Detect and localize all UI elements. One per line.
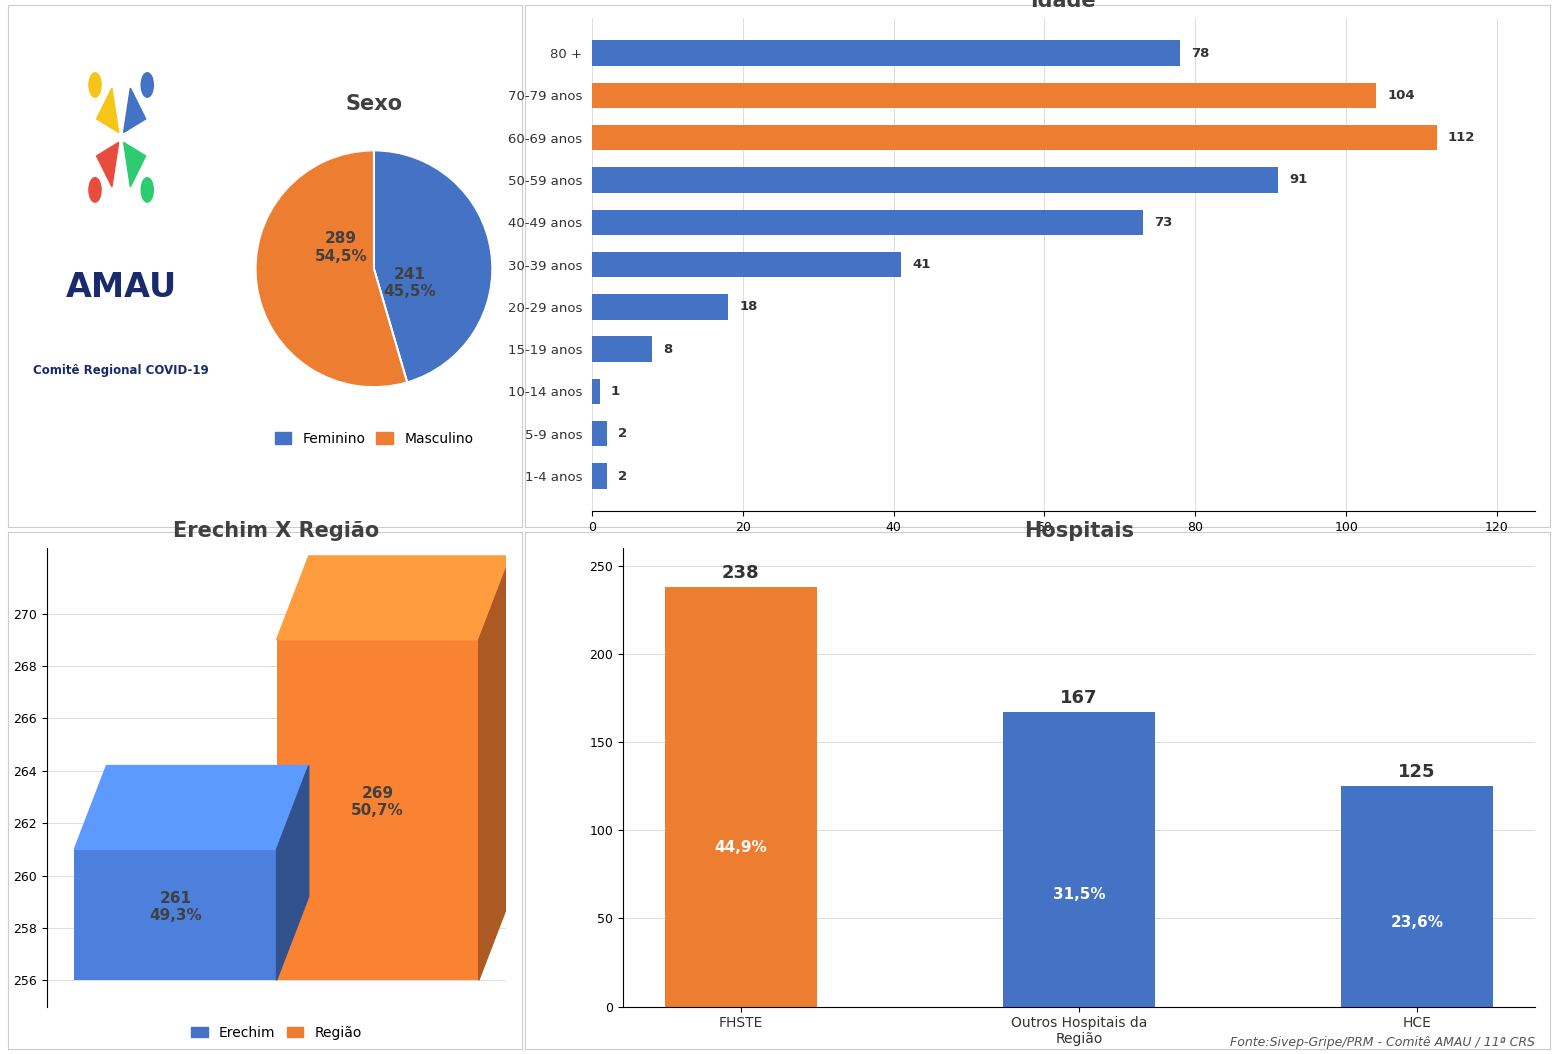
Text: 261
49,3%: 261 49,3% [150,891,203,923]
Wedge shape [256,151,407,387]
Text: 269
50,7%: 269 50,7% [351,786,404,818]
Polygon shape [478,555,511,980]
Bar [276,640,478,980]
Text: Fonte:Sivep-Gripe/PRM - Comitê AMAU / 11ª CRS: Fonte:Sivep-Gripe/PRM - Comitê AMAU / 11… [1229,1036,1535,1049]
Legend: Feminino, Masculino: Feminino, Masculino [270,426,478,451]
Text: 112: 112 [1447,131,1475,144]
Circle shape [142,178,153,202]
Text: 31,5%: 31,5% [1053,887,1105,902]
Bar [592,252,901,277]
Polygon shape [276,765,308,980]
Legend: Erechim, Região: Erechim, Região [185,1020,368,1046]
Title: Hospitais: Hospitais [1024,521,1134,541]
Text: 2: 2 [619,427,628,441]
Text: 18: 18 [738,300,757,313]
Text: 23,6%: 23,6% [1391,915,1444,931]
Polygon shape [97,142,118,187]
Text: 289
54,5%: 289 54,5% [315,231,368,264]
Bar [592,168,1278,193]
Circle shape [89,73,101,97]
Circle shape [142,73,153,97]
Text: 1: 1 [611,385,620,398]
Bar [592,294,728,319]
Bar [592,125,1436,151]
Bar [592,210,1142,235]
Text: 125: 125 [1399,763,1436,781]
Text: 241
45,5%: 241 45,5% [383,267,436,299]
Bar [75,850,276,980]
Bar [665,587,816,1007]
Bar [592,40,1181,65]
Title: Sexo: Sexo [346,94,402,114]
Polygon shape [97,89,118,133]
Text: 167: 167 [1059,688,1098,707]
Text: 41: 41 [913,258,930,271]
Text: 8: 8 [664,343,673,355]
Bar [592,464,608,489]
Circle shape [89,178,101,202]
Polygon shape [75,765,308,850]
Polygon shape [123,89,146,133]
Wedge shape [374,151,492,383]
Text: 78: 78 [1192,46,1211,59]
Bar [592,336,653,362]
Text: 238: 238 [721,564,760,582]
Bar [1341,786,1493,1007]
Bar [592,82,1376,108]
Bar [592,422,608,447]
Polygon shape [276,555,511,640]
Text: 44,9%: 44,9% [715,840,767,855]
Text: 73: 73 [1154,216,1172,229]
Text: 2: 2 [619,470,628,483]
Text: 91: 91 [1290,174,1307,187]
Text: Comitê Regional COVID-19: Comitê Regional COVID-19 [33,364,209,376]
Polygon shape [123,142,146,187]
Text: 104: 104 [1388,89,1415,102]
Title: Idade: Idade [1030,0,1097,11]
Title: Erechim X Região: Erechim X Região [173,521,380,541]
Bar [1003,713,1154,1007]
Bar [592,378,600,404]
Text: AMAU: AMAU [65,271,176,305]
